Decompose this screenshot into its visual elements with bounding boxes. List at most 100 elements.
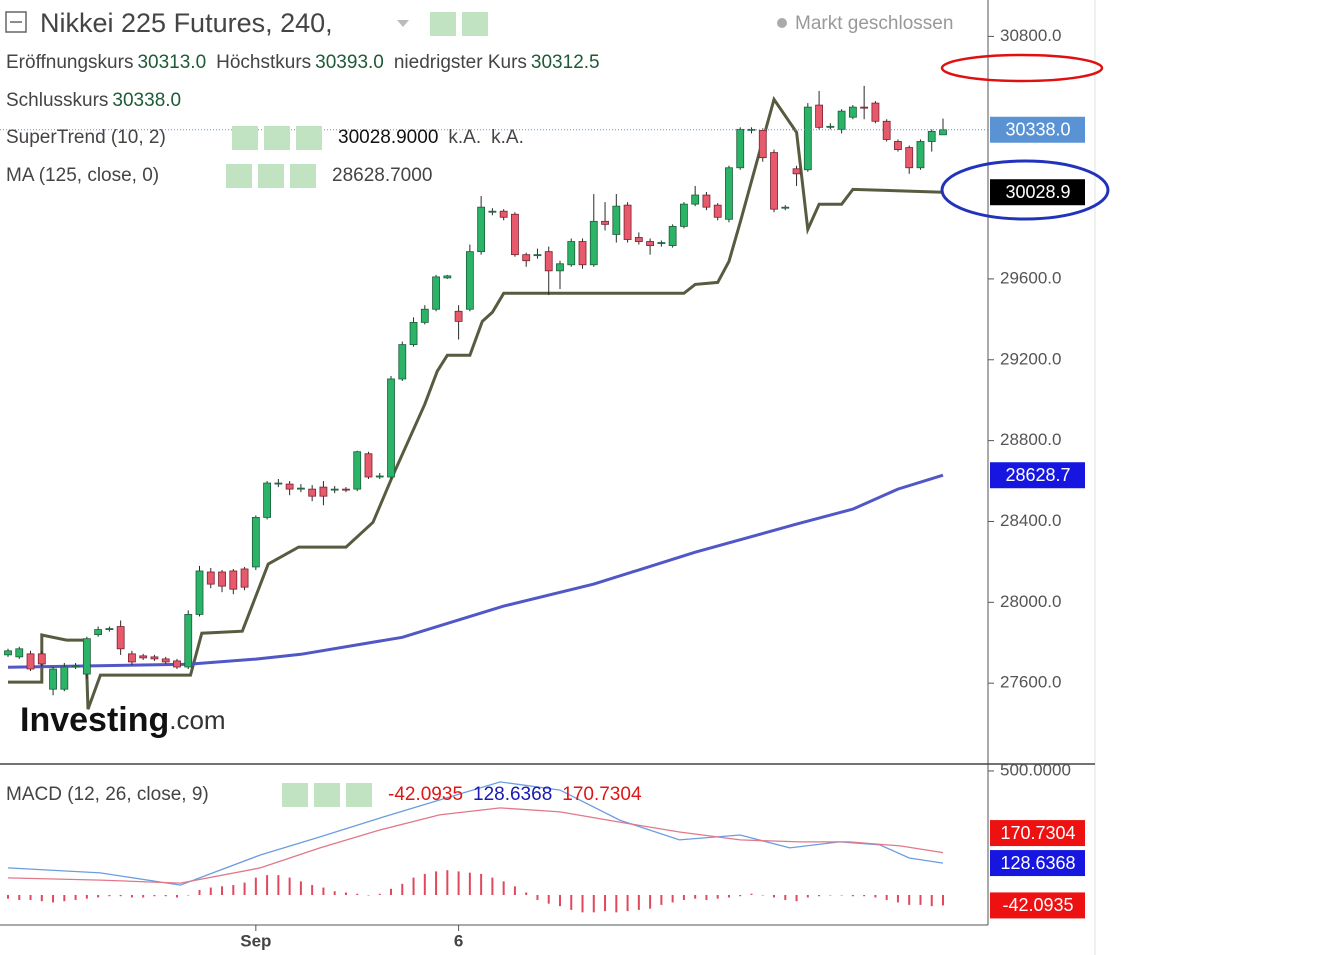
candle-body: [206, 571, 215, 585]
candle-body: [894, 141, 902, 150]
candle-body: [702, 194, 711, 208]
candle-body: [105, 628, 114, 630]
histogram-bar: [288, 877, 291, 895]
indicator-name: MA (125, close, 0): [6, 165, 159, 186]
histogram-bar: [502, 881, 505, 895]
candle-body: [477, 206, 486, 253]
status-dot: [777, 18, 787, 28]
candle-body: [713, 204, 722, 218]
histogram-bar: [480, 873, 483, 895]
candle-body: [296, 487, 305, 490]
candle-body: [353, 451, 362, 490]
candle-body: [82, 638, 91, 675]
histogram-bar: [671, 894, 674, 903]
histogram-bar: [491, 877, 494, 895]
indicator-icons[interactable]: [282, 783, 372, 807]
histogram-bar: [739, 894, 742, 897]
histogram-bar: [378, 893, 381, 895]
candle-body: [905, 147, 914, 169]
indicator-value: -42.0935: [388, 784, 463, 805]
candle-body: [139, 655, 148, 659]
candle-body: [634, 237, 643, 242]
candle-body: [4, 650, 12, 656]
x-tick-label: Sep: [240, 931, 271, 950]
candle-body: [691, 194, 700, 205]
y-tick-label: 29200.0: [1000, 349, 1061, 368]
histogram-bar: [513, 886, 516, 895]
candle-body: [612, 205, 621, 235]
candle-body: [770, 152, 778, 210]
histogram-bar: [74, 894, 77, 900]
candle-body: [195, 570, 204, 615]
price-label-box: [990, 850, 1085, 877]
histogram-bar: [333, 891, 336, 895]
ohlc-label: Schlusskurs: [6, 90, 108, 111]
histogram-bar: [18, 894, 21, 900]
candle-body: [274, 482, 283, 485]
histogram-bar: [694, 894, 697, 899]
histogram-bar: [896, 894, 899, 903]
y-tick-label: 27600.0: [1000, 673, 1061, 692]
histogram-bar: [142, 894, 145, 898]
price-label-box: [990, 892, 1085, 919]
y-tick-label: 28000.0: [1000, 592, 1061, 611]
indicator-icons[interactable]: [226, 164, 316, 188]
ohlc-label: Höchstkurs: [216, 52, 311, 73]
candle-body: [128, 653, 136, 663]
candle-body: [488, 210, 497, 213]
histogram-bar: [209, 887, 212, 895]
price-label: 30338.0: [1005, 120, 1070, 140]
price-label-box: [990, 179, 1085, 206]
histogram-bar: [254, 877, 257, 895]
price-label-box: [990, 820, 1085, 847]
price-label: -42.0935: [1002, 895, 1073, 915]
histogram-bar: [558, 894, 561, 907]
candle-body: [803, 106, 812, 171]
candle-body: [161, 658, 170, 663]
candle-body: [860, 106, 869, 109]
ohlc-value: 30393.0: [315, 52, 384, 73]
indicator-icons[interactable]: [232, 126, 322, 150]
histogram-bar: [198, 890, 201, 895]
highlight-ellipse: [940, 53, 1104, 83]
histogram-bar: [919, 894, 922, 905]
histogram-bar: [29, 894, 32, 900]
histogram-bar: [942, 894, 944, 906]
candle-body: [511, 213, 519, 256]
candle-body: [173, 660, 181, 668]
histogram-bar: [187, 894, 190, 896]
indicator-name: SuperTrend (10, 2): [6, 127, 166, 148]
candle-body: [375, 475, 384, 478]
candle-body: [871, 102, 880, 122]
collapse-icon[interactable]: [5, 11, 27, 33]
candle-body: [499, 210, 508, 218]
ohlc-value: 30312.5: [531, 52, 600, 73]
histogram-bar: [153, 894, 156, 897]
price-label-box: [990, 462, 1085, 489]
indicator-values: -42.0935 128.6368 170.7304: [388, 784, 642, 805]
histogram-bar: [592, 894, 595, 913]
candle-body: [251, 517, 260, 568]
histogram-bar: [311, 885, 314, 895]
histogram-bar: [863, 894, 866, 897]
ohlc-value: 30313.0: [137, 52, 206, 73]
indicator-value: 170.7304: [562, 784, 642, 805]
histogram-bar: [412, 877, 415, 895]
candle-body: [37, 653, 46, 665]
candle-body: [342, 488, 350, 491]
candle-body: [116, 626, 125, 650]
highlight-ellipse: [940, 159, 1110, 221]
histogram-bar: [716, 894, 719, 899]
histogram-bar: [130, 894, 133, 898]
dropdown[interactable]: [397, 20, 409, 27]
chart-title: Nikkei 225 Futures, 240,: [40, 8, 333, 38]
histogram-bar: [818, 894, 821, 897]
title-icons[interactable]: [430, 12, 488, 36]
logo-brand: Investing: [20, 701, 169, 739]
candle-body: [432, 276, 440, 310]
candle-body: [94, 629, 103, 636]
histogram-bar: [390, 888, 393, 895]
candle-body: [815, 104, 823, 128]
